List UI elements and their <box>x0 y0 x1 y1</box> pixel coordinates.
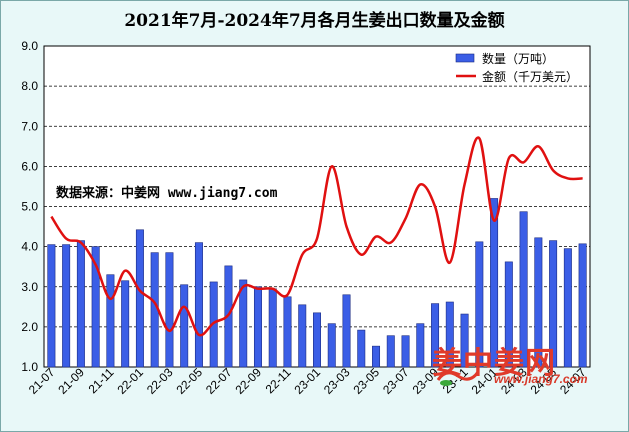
bar <box>47 244 56 368</box>
bar <box>372 345 381 368</box>
x-tick-label: 21-09 <box>55 365 87 397</box>
bar <box>313 312 321 368</box>
bar <box>62 244 71 368</box>
bar <box>460 313 469 368</box>
ginger-logo-icon <box>436 371 480 386</box>
bar <box>239 279 248 368</box>
x-tick-label: 23-01 <box>292 365 324 397</box>
bar <box>578 243 587 368</box>
y-tick-label: 4.0 <box>21 240 38 254</box>
x-tick-label: 22-01 <box>114 365 146 397</box>
bar <box>416 323 425 368</box>
bar <box>268 288 277 368</box>
bar <box>445 301 454 368</box>
watermark-name: 中姜网 <box>463 346 556 381</box>
bar <box>563 248 572 368</box>
bar <box>357 329 366 368</box>
bar <box>549 240 558 368</box>
bar <box>209 281 218 368</box>
amount-line <box>50 136 583 337</box>
bar <box>106 274 115 368</box>
x-tick-label: 22-11 <box>263 365 294 396</box>
y-tick-label: 7.0 <box>21 119 38 133</box>
bar <box>431 303 440 368</box>
bar <box>401 335 410 368</box>
bar <box>386 335 395 368</box>
x-tick-label: 21-11 <box>86 365 117 396</box>
x-tick-label: 23-03 <box>321 365 353 397</box>
y-tick-label: 6.0 <box>21 159 38 173</box>
y-tick-label: 2.0 <box>21 320 38 334</box>
bar <box>121 280 130 368</box>
bar <box>194 242 203 368</box>
chart-title: 2021年7月-2024年7月各月生姜出口数量及金额 <box>124 11 505 31</box>
y-tick-label: 8.0 <box>21 79 38 93</box>
watermark-logo: 姜中姜网 www.jiang7.com <box>432 338 592 390</box>
x-tick-label: 22-03 <box>144 365 176 397</box>
bar <box>534 237 543 368</box>
bar <box>342 294 351 368</box>
legend-swatch-quantity <box>455 53 475 63</box>
bar <box>475 241 484 368</box>
bar <box>135 229 144 368</box>
bar <box>283 296 292 368</box>
y-tick-label: 5.0 <box>21 200 38 214</box>
x-tick-label: 22-07 <box>203 365 235 397</box>
x-tick-label: 23-05 <box>351 365 383 397</box>
watermark-text: 姜中姜网 <box>432 338 556 382</box>
bar <box>327 323 336 368</box>
y-tick-label: 1.0 <box>21 360 38 374</box>
bar <box>519 211 528 368</box>
legend-label-quantity: 数量（万吨） <box>482 51 554 66</box>
bar <box>76 240 85 368</box>
bar <box>180 284 189 368</box>
y-tick-label: 9.0 <box>21 39 38 53</box>
legend-label-amount: 金额（千万美元） <box>482 69 578 84</box>
x-tick-label: 23-07 <box>380 365 412 397</box>
watermark-glyph: 姜 <box>432 346 463 381</box>
bar <box>504 261 513 368</box>
y-tick-label: 3.0 <box>21 280 38 294</box>
data-source-annotation: 数据来源：中姜网 www.jiang7.com <box>56 186 278 201</box>
x-tick-label: 22-05 <box>173 365 205 397</box>
bar <box>253 286 262 368</box>
watermark-url: www.jiang7.com <box>494 372 588 386</box>
bar <box>298 304 307 368</box>
bar <box>490 198 499 368</box>
bar <box>91 246 100 368</box>
x-tick-label: 22-09 <box>232 365 264 397</box>
bar <box>165 252 174 368</box>
